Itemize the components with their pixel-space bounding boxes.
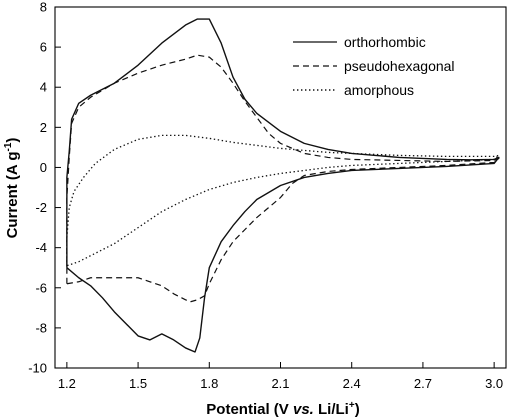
x-axis-title-vs: vs. [293,401,314,418]
x-tick-label: 2.4 [343,376,361,391]
y-tick-label: 6 [40,40,47,55]
y-tick-label: -6 [35,280,47,295]
x-axis-title-mid: Li/Li [314,401,349,418]
y-axis-title-paren-open: (A g [4,151,21,184]
x-tick-label: 1.5 [129,376,147,391]
y-tick-label: 8 [40,0,47,15]
legend-label-amorphous: amorphous [344,82,414,98]
x-tick-label: 1.8 [200,376,218,391]
y-axis-ticks: -10 -8 -6 -4 -2 0 2 4 6 8 [28,0,61,376]
x-tick-label: 1.2 [58,376,76,391]
x-axis-title-prefix: Potential [206,401,269,418]
series-line-pseudohexagonal [67,55,499,302]
y-tick-label: 2 [40,120,47,135]
y-tick-label: -10 [28,361,47,376]
y-tick-label: -2 [35,200,47,215]
series-line-amorphous [67,135,499,265]
legend: orthorhombic pseudohexagonal amorphous [293,34,455,98]
y-axis-title-paren-close: ) [4,138,21,143]
x-axis-title: Potential (V vs. Li/Li+) [206,400,359,418]
y-tick-label: -4 [35,240,47,255]
y-tick-label: 0 [40,160,47,175]
legend-label-orthorhombic: orthorhombic [344,34,426,50]
x-tick-label: 2.7 [414,376,432,391]
legend-label-pseudohexagonal: pseudohexagonal [344,58,455,74]
y-tick-label: 4 [40,80,47,95]
x-axis-ticks: 1.2 1.5 1.8 2.1 2.4 2.7 3.0 [58,362,503,391]
x-tick-label: 2.1 [271,376,289,391]
y-axis-title: Current (A g-1) [3,138,21,239]
x-tick-label: 3.0 [485,376,503,391]
y-tick-label: -8 [35,320,47,335]
x-axis-title-paren-open: (V [270,401,293,418]
x-axis-title-paren-close: ) [355,401,360,418]
y-axis-title-prefix: Current [4,184,21,238]
